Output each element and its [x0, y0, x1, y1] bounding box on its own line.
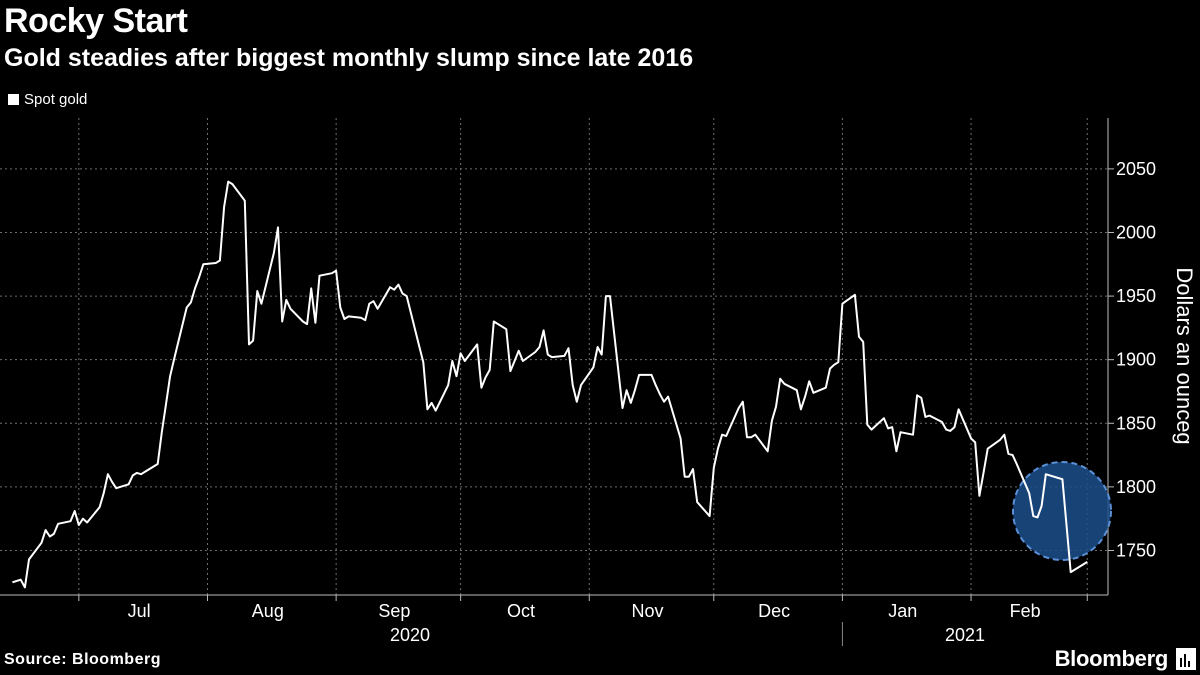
highlight-circle — [1012, 461, 1112, 561]
chart-legend: Spot gold — [8, 91, 87, 108]
y-tick-label-2050: 2050 — [1116, 159, 1156, 179]
x-tick-label-oct: Oct — [507, 601, 535, 621]
chart-subtitle: Gold steadies after biggest monthly slum… — [4, 44, 694, 72]
x-tick-label-jul: Jul — [128, 601, 151, 621]
y-tick-label-1950: 1950 — [1116, 286, 1156, 306]
x-tick-label-feb: Feb — [1010, 601, 1041, 621]
legend-label-spot-gold: Spot gold — [24, 91, 88, 108]
y-tick-label-1750: 1750 — [1116, 540, 1156, 560]
year-label-2020: 2020 — [390, 625, 430, 645]
x-tick-label-jan: Jan — [888, 601, 917, 621]
y-tick-label-1800: 1800 — [1116, 477, 1156, 497]
year-label-2021: 2021 — [945, 625, 985, 645]
x-tick-label-sep: Sep — [378, 601, 410, 621]
x-tick-label-aug: Aug — [252, 601, 284, 621]
x-tick-label-dec: Dec — [758, 601, 790, 621]
chart-title: Rocky Start — [4, 2, 188, 40]
x-tick-label-nov: Nov — [632, 601, 664, 621]
y-tick-label-1850: 1850 — [1116, 413, 1156, 433]
bloomberg-logo-icon — [1176, 648, 1196, 670]
y-axis-title: Dollars an ounceg — [1172, 267, 1197, 444]
legend-swatch-spot-gold — [8, 94, 19, 105]
bloomberg-logo-text: Bloomberg — [1054, 646, 1169, 671]
y-tick-label-1900: 1900 — [1116, 350, 1156, 370]
source-note: Source: Bloomberg — [4, 651, 161, 668]
series-line-spot-gold — [12, 180, 1088, 589]
y-tick-label-2000: 2000 — [1116, 222, 1156, 242]
